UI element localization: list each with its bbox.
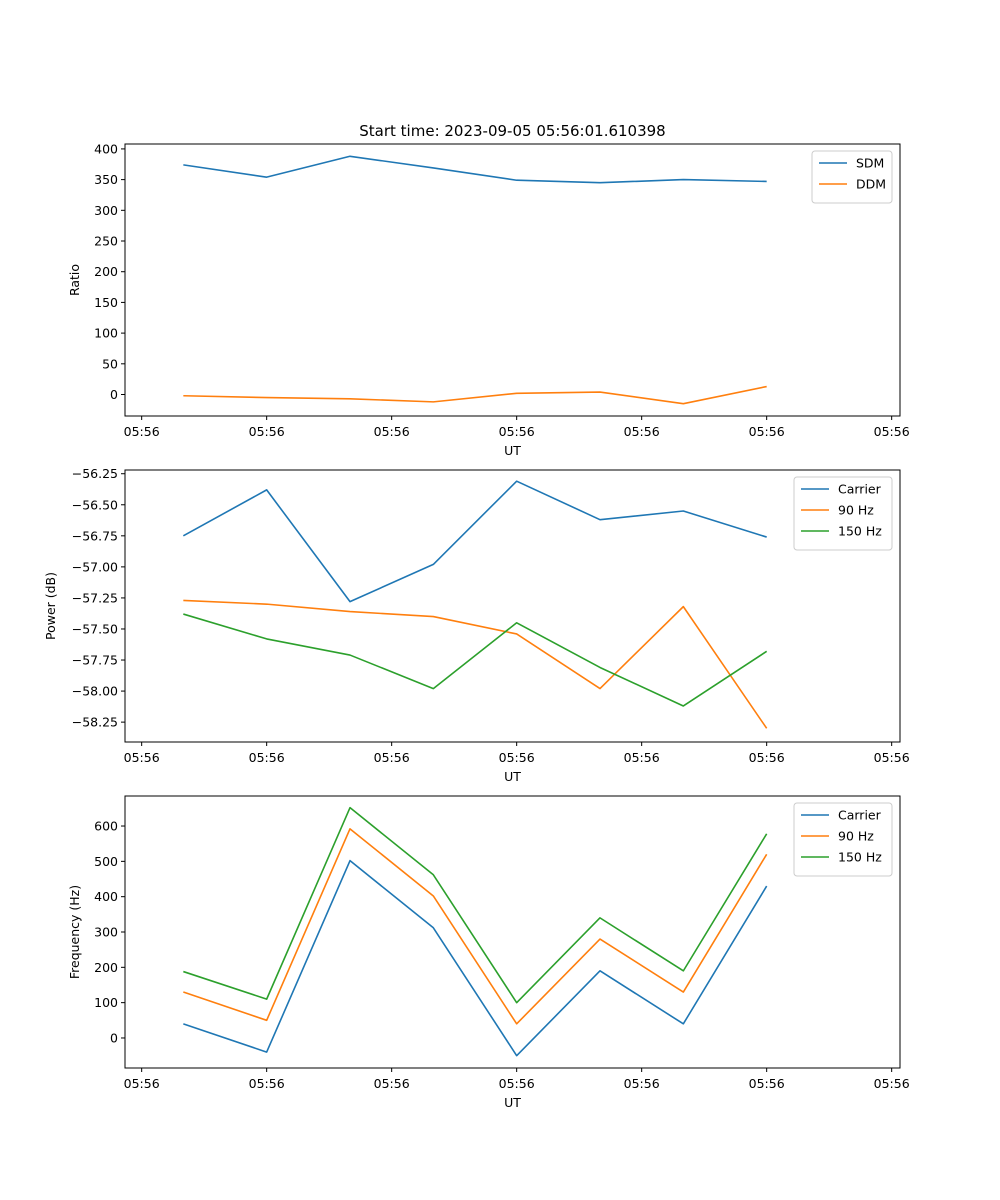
y-tick-label: 300 <box>94 203 118 218</box>
x-tick-label: 05:56 <box>374 1076 410 1091</box>
series-line-90-hz <box>183 828 768 1025</box>
chart-panels: 05:56 05:56 05:56 05:56 05:56 05:56 05:56 0 50 10… <box>43 141 910 1110</box>
x-tick-label: 05:56 <box>124 750 160 765</box>
y-tick-label: 250 <box>94 234 118 249</box>
x-tick-label: 05:56 <box>499 424 535 439</box>
x-tick-label: 05:56 <box>749 750 785 765</box>
series-line-90-hz <box>183 599 768 729</box>
x-tick-label: 05:56 <box>499 750 535 765</box>
x-tick-label: 05:56 <box>874 750 910 765</box>
x-tick-label: 05:56 <box>249 424 285 439</box>
legend: Carrier 90 Hz 150 Hz <box>793 802 893 877</box>
x-tick-label: 05:56 <box>374 424 410 439</box>
x-tick-label: 05:56 <box>874 1076 910 1091</box>
y-tick-label: 400 <box>94 889 118 904</box>
y-tick-label: −56.50 <box>72 497 118 512</box>
y-tick-label: 50 <box>102 356 118 371</box>
x-axis-label: UT <box>504 443 521 458</box>
x-tick-label: 05:56 <box>249 1076 285 1091</box>
y-tick-label: 0 <box>110 1030 118 1045</box>
panel-2: 05:56 05:56 05:56 05:56 05:56 05:56 05:56 −58.2… <box>43 466 910 784</box>
x-tick-label: 05:56 <box>624 1076 660 1091</box>
y-tick-label: −57.75 <box>72 653 118 668</box>
y-tick-label: −58.00 <box>72 684 118 699</box>
x-tick-label: 05:56 <box>749 1076 785 1091</box>
x-tick-label: 05:56 <box>374 750 410 765</box>
series-line-ddm <box>183 385 767 405</box>
series-line-carrier <box>183 859 768 1057</box>
legend-label: 150 Hz <box>838 850 882 865</box>
y-axis-label: Power (dB) <box>43 572 58 640</box>
legend-label: 90 Hz <box>838 503 874 518</box>
legend-label: Carrier <box>838 808 882 823</box>
y-axis-label: Ratio <box>67 264 82 296</box>
axes-frame <box>124 143 901 417</box>
x-tick-label: 05:56 <box>249 750 285 765</box>
y-tick-label: 100 <box>94 995 118 1010</box>
figure-title: Start time: 2023-09-05 05:56:01.610398 <box>359 122 665 140</box>
y-tick-label: 0 <box>110 387 118 402</box>
y-axis-label: Frequency (Hz) <box>67 885 82 979</box>
x-tick-label: 05:56 <box>749 424 785 439</box>
x-axis-label: UT <box>504 1095 521 1110</box>
y-tick-label: −56.75 <box>72 528 118 543</box>
y-tick-label: 350 <box>94 172 118 187</box>
x-tick-label: 05:56 <box>624 750 660 765</box>
y-tick-label: −56.25 <box>72 466 118 481</box>
legend: Carrier 90 Hz 150 Hz <box>793 476 893 551</box>
x-tick-label: 05:56 <box>499 1076 535 1091</box>
x-axis-label: UT <box>504 769 521 784</box>
panel-3: 05:56 05:56 05:56 05:56 05:56 05:56 05:56 0 100 2… <box>67 795 910 1110</box>
legend-label: SDM <box>856 156 884 171</box>
y-tick-label: −57.25 <box>72 590 118 605</box>
legend-label: Carrier <box>838 482 882 497</box>
panel-1: 05:56 05:56 05:56 05:56 05:56 05:56 05:56 0 50 10… <box>67 141 910 458</box>
y-tick-label: 150 <box>94 295 118 310</box>
series-line-sdm <box>183 155 767 184</box>
x-tick-label: 05:56 <box>624 424 660 439</box>
legend: SDM DDM <box>811 150 893 204</box>
series-line-150-hz <box>183 806 768 1004</box>
y-tick-label: −57.00 <box>72 559 118 574</box>
legend-label: 150 Hz <box>838 524 882 539</box>
series-line-150-hz <box>183 613 768 707</box>
y-tick-label: 300 <box>94 925 118 940</box>
legend-box <box>811 150 893 204</box>
y-tick-label: 200 <box>94 264 118 279</box>
y-tick-label: 200 <box>94 960 118 975</box>
legend-label: DDM <box>856 177 886 192</box>
y-tick-label: 100 <box>94 326 118 341</box>
legend-label: 90 Hz <box>838 829 874 844</box>
y-tick-label: 500 <box>94 854 118 869</box>
y-tick-label: 600 <box>94 819 118 834</box>
x-tick-label: 05:56 <box>124 424 160 439</box>
y-tick-label: −58.25 <box>72 715 118 730</box>
x-tick-label: 05:56 <box>874 424 910 439</box>
y-tick-label: −57.50 <box>72 621 118 636</box>
x-tick-label: 05:56 <box>124 1076 160 1091</box>
axes-frame <box>124 469 901 743</box>
y-tick-label: 400 <box>94 141 118 156</box>
series-line-carrier <box>182 480 767 603</box>
